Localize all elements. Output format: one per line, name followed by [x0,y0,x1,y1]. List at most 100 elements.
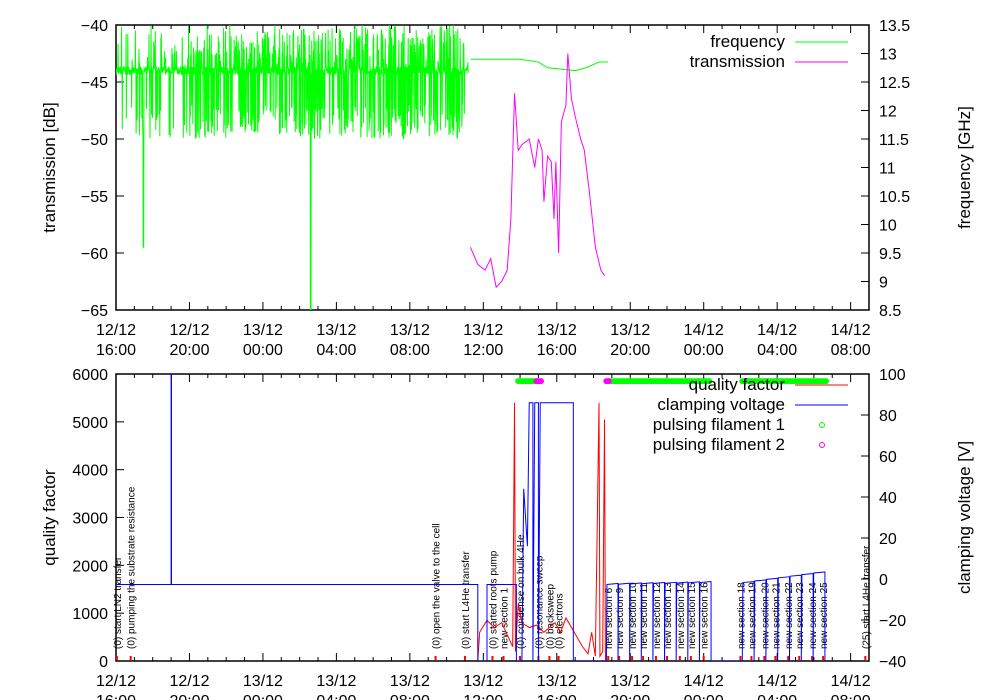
top-x-tick-label-time: 04:00 [757,342,797,359]
bottom-x-tick-label-time: 20:00 [169,693,209,700]
legend-label-frequency: frequency [710,32,785,51]
top-x-tick-label-time: 00:00 [684,342,724,359]
bottom-x-tick-label-date: 13/12 [243,673,283,690]
quality-factor-series [477,402,606,661]
top-x-tick-label-date: 14/12 [684,322,724,339]
annotation-label: new section 11 [639,583,650,649]
top-x-tick-label-date: 14/12 [831,322,871,339]
annotation-label: (0) start LN2 transfer [113,556,124,649]
top-x-tick-label-date: 14/12 [757,322,797,339]
top-x-tick-label-date: 13/12 [316,322,356,339]
annotation-label: (0) open the valve to the cell [432,523,443,649]
bottom-y-tick-label: 5000 [72,415,108,432]
bottom-x-tick-label-time: 08:00 [390,693,430,700]
transmission-series [470,53,605,289]
legend-label-clamping-voltage: clamping voltage [657,395,785,414]
pulsing-filament-2-marker [537,378,544,385]
top-x-tick-label-time: 12:00 [463,342,503,359]
legend-swatch-pulsing-filament-1 [819,422,825,428]
top-x-tick-label-time: 08:00 [831,342,871,359]
top-y2-tick-label: 9 [879,275,888,292]
bottom-x-tick-label-date: 14/12 [831,673,871,690]
top-x-tick-label-date: 13/12 [243,322,283,339]
top-x-tick-label-date: 12/12 [96,322,136,339]
bottom-y2-tick-label: 100 [879,367,906,384]
annotation-label: (0) condense on bulk 4He [516,534,527,649]
top-y2-tick-label: 13 [879,47,897,64]
bottom-x-tick-label-time: 20:00 [610,693,650,700]
top-y2-tick-label: 11 [879,161,896,178]
bottom-x-tick-label-date: 13/12 [316,673,356,690]
bottom-x-tick-label-time: 12:00 [463,693,503,700]
bottom-x-tick-label-date: 14/12 [684,673,724,690]
annotation-label: new section 9 [615,587,626,649]
annotation-label: (0) electrons [555,593,566,649]
bottom-y-tick-label: 0 [99,654,108,671]
top-x-tick-label-time: 16:00 [96,342,136,359]
bottom-y2-tick-label: 20 [879,531,897,548]
top-y2-tick-label: 10.5 [879,189,910,206]
bottom-x-tick-label-date: 12/12 [96,673,136,690]
annotation-label: new section 14 [676,582,687,649]
bottom-y2-tick-label: −40 [879,654,906,671]
frequency-noise-series [116,25,469,310]
top-y-tick-label: −45 [81,75,108,92]
top-y2-tick-label: 12 [879,104,897,121]
bottom-x-tick-label-date: 13/12 [390,673,430,690]
legend-label-transmission: transmission [690,52,785,71]
bottom-x-tick-label-time: 16:00 [96,693,136,700]
top-x-tick-label-date: 12/12 [169,322,209,339]
top-y-tick-label: −50 [81,132,108,149]
frequency-series [470,58,609,72]
annotation-label: (25) start L4He transfer [861,545,872,649]
top-x-tick-label-date: 13/12 [537,322,577,339]
legend-label-quality-factor: quality factor [689,375,786,394]
top-y2-axis-label: frequency [GHz] [955,106,974,229]
annotation-label: new section 10 [628,582,639,649]
bottom-x-tick-label-date: 13/12 [463,673,503,690]
annotation-label: new section 21 [771,582,782,649]
legend-label-pulsing-filament-2: pulsing filament 2 [653,435,785,454]
annotation-label: new section 6 [604,587,615,649]
top-x-tick-label-time: 16:00 [537,342,577,359]
top-x-tick-label-time: 08:00 [390,342,430,359]
top-y2-tick-label: 13.5 [879,18,910,35]
bottom-y2-tick-label: 0 [879,572,888,589]
bottom-x-tick-label-time: 04:00 [757,693,797,700]
bottom-y2-axis-label: clamping voltage [V] [955,441,974,594]
bottom-y2-tick-label: 40 [879,490,897,507]
annotation-label: new section 19 [747,582,758,649]
annotation-label: new section 13 [663,582,674,649]
bottom-x-tick-label-time: 16:00 [537,693,577,700]
top-y-tick-label: −65 [81,303,108,320]
bottom-x-tick-label-time: 00:00 [243,693,283,700]
bottom-y2-tick-label: 80 [879,408,897,425]
annotation-label: new section 16 [700,582,711,649]
top-x-tick-label-time: 20:00 [610,342,650,359]
top-y2-tick-label: 9.5 [879,246,901,263]
bottom-y-tick-label: 1000 [72,606,108,623]
bottom-y2-tick-label: −20 [879,613,906,630]
top-y-tick-label: −60 [81,246,108,263]
annotation-label: (0) start L4He transfer [461,551,472,649]
annotation-label: (0) resonance sweep [534,555,545,649]
pulsing-filament-1-marker [823,378,830,385]
annotation-label: new section 1 [500,587,511,649]
top-x-tick-label-time: 20:00 [169,342,209,359]
bottom-x-tick-label-date: 12/12 [169,673,209,690]
clamping-voltage-series [116,374,826,661]
top-x-tick-label-time: 00:00 [243,342,283,359]
top-y-tick-label: −40 [81,18,108,35]
bottom-x-tick-label-time: 08:00 [831,693,871,700]
bottom-y-axis-label: quality factor [40,469,59,566]
top-y-tick-label: −55 [81,189,108,206]
top-y2-tick-label: 11.5 [879,132,909,149]
top-y2-tick-label: 10 [879,218,897,235]
top-x-tick-label-date: 13/12 [390,322,430,339]
annotation-label: new section 18 [736,582,747,649]
top-x-tick-label-time: 04:00 [316,342,356,359]
bottom-x-tick-label-time: 04:00 [316,693,356,700]
pulsing-filament-1-marker [706,378,713,385]
annotation-label: (0) backsweep [545,584,556,649]
bottom-y-tick-label: 4000 [72,463,108,480]
